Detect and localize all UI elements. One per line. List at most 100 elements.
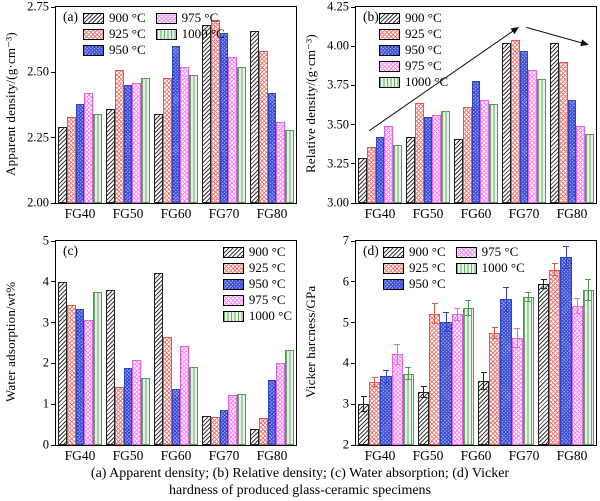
error-bar bbox=[394, 363, 401, 365]
legend-item: 925 °C bbox=[222, 260, 292, 276]
legend-swatch bbox=[379, 60, 400, 72]
bar bbox=[188, 74, 198, 203]
bar bbox=[463, 107, 472, 203]
y-tick-mark bbox=[351, 281, 356, 283]
bar bbox=[528, 69, 537, 203]
bar bbox=[369, 381, 381, 445]
error-bar bbox=[480, 371, 487, 373]
bar bbox=[259, 418, 268, 445]
bar bbox=[429, 313, 441, 445]
y-tick-label: 3 bbox=[342, 396, 349, 411]
x-tick-label: FG40 bbox=[364, 448, 396, 463]
y-tick-label: 0 bbox=[42, 437, 49, 452]
y-axis-title-c: Water adsorption/wt% bbox=[3, 281, 18, 403]
legend-item: 900 °C bbox=[383, 244, 446, 260]
error-bar bbox=[434, 303, 436, 324]
x-tick-label: FG80 bbox=[256, 206, 288, 221]
legend-label: 1000 °C bbox=[248, 308, 292, 323]
y-tick-label: 4 bbox=[42, 274, 49, 289]
plot-area-b: 3.00 3.25 3.50 3.75 4.00 4.25 FG40 FG50 FG60 FG70… bbox=[327, 0, 597, 221]
legend-label: 975 °C bbox=[181, 10, 219, 25]
bar bbox=[478, 380, 490, 445]
legend-item: 975 °C bbox=[155, 10, 225, 26]
legend-label: 1000 °C bbox=[481, 260, 525, 275]
error-bar bbox=[525, 300, 532, 302]
bar bbox=[140, 377, 150, 445]
bar bbox=[522, 296, 534, 445]
bar bbox=[84, 319, 93, 445]
plot-area-a: 2.00 2.25 2.50 2.75 FG40 FG50 FG60 FG70 FG80 (a) 9… bbox=[27, 0, 297, 221]
error-bar bbox=[371, 385, 378, 387]
bar bbox=[576, 126, 585, 203]
bar bbox=[115, 69, 124, 203]
error-bar bbox=[491, 326, 498, 328]
bar bbox=[367, 146, 376, 203]
caption-line-2: hardness of produced glass-ceramic speci… bbox=[168, 482, 431, 498]
x-tick-label: FG40 bbox=[364, 206, 396, 221]
y-tick-label: 2.25 bbox=[27, 130, 49, 145]
bar bbox=[211, 417, 220, 445]
legend-swatch bbox=[222, 278, 244, 290]
error-bar bbox=[454, 319, 461, 321]
caption-line-1: (a) Apparent density; (b) Relative densi… bbox=[90, 466, 510, 481]
bar bbox=[123, 85, 133, 203]
bar bbox=[154, 114, 164, 203]
bar bbox=[250, 30, 260, 203]
y-tick-mark bbox=[51, 6, 56, 8]
legend-item: 900 °C bbox=[379, 10, 448, 26]
error-bar bbox=[554, 263, 556, 276]
y-tick-mark bbox=[351, 163, 356, 165]
bar bbox=[471, 80, 481, 203]
legend-swatch bbox=[455, 246, 477, 258]
plot-area-d: 2 3 4 5 6 7 FG40 FG50 FG60 FG70 FG80 (d) 900 °C 925 °… bbox=[343, 234, 597, 463]
y-tick-mark bbox=[351, 240, 356, 242]
error-bar bbox=[454, 308, 461, 310]
bar bbox=[92, 114, 102, 203]
error-bar bbox=[514, 347, 521, 349]
bar bbox=[228, 56, 237, 203]
bar bbox=[154, 272, 164, 445]
y-tick-label: 2 bbox=[42, 355, 49, 370]
bar bbox=[392, 144, 402, 203]
error-bar bbox=[420, 397, 427, 399]
legend-label: 900 °C bbox=[248, 244, 286, 259]
bar bbox=[202, 416, 212, 445]
error-bar bbox=[396, 344, 398, 365]
bar bbox=[259, 51, 268, 203]
bar bbox=[582, 289, 594, 445]
legend-item: 1000 °C bbox=[222, 308, 292, 324]
bar bbox=[500, 299, 512, 445]
bar bbox=[511, 39, 520, 203]
y-axis-title-d: Vicker harcness/GPa bbox=[303, 285, 318, 399]
bar bbox=[202, 25, 212, 203]
y-tick-label: 2 bbox=[342, 437, 349, 452]
error-bar bbox=[360, 411, 367, 413]
bar bbox=[284, 349, 294, 445]
bar bbox=[406, 137, 416, 203]
x-tick-label: FG60 bbox=[460, 206, 492, 221]
error-bar bbox=[587, 278, 589, 302]
y-tick-label: 2.75 bbox=[27, 0, 49, 14]
error-bar bbox=[543, 278, 545, 289]
bar bbox=[123, 368, 133, 445]
bar bbox=[423, 116, 433, 203]
legend-label: 925 °C bbox=[109, 26, 146, 41]
legend-swatch bbox=[155, 12, 177, 24]
bar bbox=[489, 332, 501, 445]
error-bar bbox=[465, 300, 472, 302]
bar bbox=[584, 134, 594, 203]
bar bbox=[451, 314, 463, 445]
y-tick-label: 4.25 bbox=[327, 0, 349, 14]
y-tick-mark bbox=[51, 444, 56, 446]
y-tick-label: 4 bbox=[342, 355, 349, 370]
bar bbox=[219, 33, 229, 203]
bar bbox=[571, 306, 583, 445]
bar bbox=[440, 110, 450, 203]
error-bar bbox=[585, 300, 592, 302]
bar bbox=[519, 50, 529, 203]
error-bar bbox=[405, 367, 412, 369]
bar bbox=[380, 376, 392, 445]
legend-label: 900 °C bbox=[109, 10, 146, 25]
bar bbox=[358, 157, 368, 203]
x-tick-label: FG70 bbox=[508, 448, 540, 463]
